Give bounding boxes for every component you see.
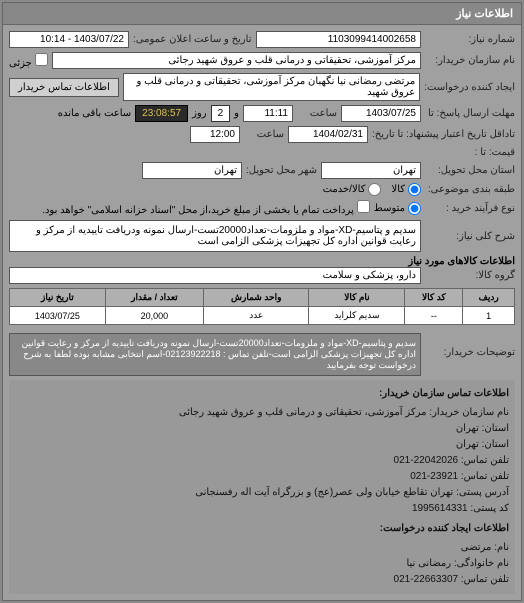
contact-province-row: استان: تهران bbox=[15, 421, 509, 437]
contact-province2-row: استان: تهران bbox=[15, 437, 509, 453]
panel-title: اطلاعات نیاز bbox=[3, 3, 521, 25]
contact-org-section: اطلاعات تماس سازمان خریدار: نام سازمان خ… bbox=[9, 380, 515, 594]
budget-radio-group: کالا کالا/خدمت bbox=[323, 183, 421, 196]
and-label: و bbox=[234, 108, 239, 119]
creator-name-row: نام: مرتضی bbox=[15, 540, 509, 556]
th-unit: واحد شمارش bbox=[204, 289, 309, 307]
row-item-desc: توضیحات خریدار: سدیم و پتاسیم-XD-مواد و … bbox=[9, 329, 515, 376]
items-label: اطلاعات کالاهای مورد نیاز bbox=[408, 256, 515, 267]
th-code: کد کالا bbox=[405, 289, 463, 307]
row-validity: تاداقل تاریخ اعتبار پیشنهاد: تا تاریخ: 1… bbox=[9, 126, 515, 143]
payment-low-label: متوسط bbox=[374, 202, 421, 215]
table-header-row: ردیف کد کالا نام کالا واحد شمارش تعداد /… bbox=[10, 289, 515, 307]
budget-label: طبقه بندی موضوعی: bbox=[425, 184, 515, 195]
general-desc-label: شرح کلی نیاز: bbox=[425, 231, 515, 242]
payment-note-checkbox[interactable] bbox=[357, 200, 370, 213]
td-unit: عدد bbox=[204, 307, 309, 325]
buyer-name-value: مرکز آموزشی، تحقیقاتی و درمانی قلب و عرو… bbox=[52, 52, 421, 69]
row-group: گروه کالا: دارو، پزشکی و سلامت bbox=[9, 267, 515, 284]
th-qty: تعداد / مقدار bbox=[105, 289, 203, 307]
remaining-label: ساعت باقی مانده bbox=[58, 108, 131, 119]
budget-mid-label: کالا/خدمت bbox=[323, 183, 382, 196]
row-general-desc: شرح کلی نیاز: سدیم و پتاسیم-XD-مواد و مل… bbox=[9, 220, 515, 252]
deadline-time: 11:11 bbox=[243, 105, 293, 122]
items-table: ردیف کد کالا نام کالا واحد شمارش تعداد /… bbox=[9, 288, 515, 325]
th-name: نام کالا bbox=[309, 289, 405, 307]
request-number-label: شماره نیاز: bbox=[425, 34, 515, 45]
row-requester: ایجاد کننده درخواست: مرتضی رمضانی نیا نگ… bbox=[9, 73, 515, 101]
requester-value: مرتضی رمضانی نیا نگهبان مرکز آموزشی، تحق… bbox=[123, 73, 420, 101]
buyer-name-label: نام سازمان خریدار: bbox=[425, 55, 515, 66]
announce-date-value: 1403/07/22 - 10:14 bbox=[9, 31, 129, 48]
main-panel: اطلاعات نیاز شماره نیاز: 110309941400265… bbox=[2, 2, 522, 601]
contact-org-title: اطلاعات تماس سازمان خریدار: bbox=[15, 386, 509, 402]
panel-body: شماره نیاز: 1103099414002658 تاریخ و ساع… bbox=[3, 25, 521, 600]
contact-phone2-row: تلفن تماس: 23921-021 bbox=[15, 469, 509, 485]
td-index: 1 bbox=[463, 307, 515, 325]
contact-phone-row: تلفن تماس: 22042026-021 bbox=[15, 453, 509, 469]
payment-note-label: پرداخت تمام یا بخشی از مبلغ خرید،از محل … bbox=[42, 200, 369, 216]
partial-checkbox[interactable] bbox=[35, 53, 48, 66]
requester-label: ایجاد کننده درخواست: bbox=[424, 82, 515, 93]
contact-info-button[interactable]: اطلاعات تماس خریدار bbox=[9, 78, 119, 97]
creator-family-row: نام خانوادگی: رمضانی نیا bbox=[15, 556, 509, 572]
deadline-time-label: ساعت bbox=[297, 108, 337, 119]
td-code: -- bbox=[405, 307, 463, 325]
contact-org-name-row: نام سازمان خریدار: مرکز آموزشی، تحقیقاتی… bbox=[15, 405, 509, 421]
time-left-value: 23:08:57 bbox=[135, 105, 188, 122]
price-label: قیمت: تا : bbox=[425, 147, 515, 158]
creator-title: اطلاعات ایجاد کننده درخواست: bbox=[15, 521, 509, 537]
row-price: قیمت: تا : bbox=[9, 147, 515, 158]
row-budget: طبقه بندی موضوعی: کالا کالا/خدمت bbox=[9, 183, 515, 196]
city2-label: شهر محل تحویل: bbox=[246, 165, 317, 176]
table-row[interactable]: 1 -- سدیم کلراید عدد 20,000 1403/07/25 bbox=[10, 307, 515, 325]
row-deadline: مهلت ارسال پاسخ: تا 1403/07/25 ساعت 11:1… bbox=[9, 105, 515, 122]
td-date: 1403/07/25 bbox=[10, 307, 106, 325]
partial-checkbox-label: جزئی bbox=[9, 53, 48, 69]
th-date: تاریخ نیاز bbox=[10, 289, 106, 307]
creator-phone-row: تلفن تماس: 22663307-021 bbox=[15, 572, 509, 588]
contact-postal-row: کد پستی: 1995614331 bbox=[15, 501, 509, 517]
payment-low-radio[interactable] bbox=[408, 202, 421, 215]
row-payment: نوع فرآیند خرید : متوسط پرداخت تمام یا ب… bbox=[9, 200, 515, 216]
contact-addr-row: آدرس پستی: تهران تقاطع خیابان ولی عصر(عج… bbox=[15, 485, 509, 501]
validity-time: 12:00 bbox=[190, 126, 240, 143]
deadline-date: 1403/07/25 bbox=[341, 105, 421, 122]
group-label: گروه کالا: bbox=[425, 270, 515, 281]
item-desc-value: سدیم و پتاسیم-XD-مواد و ملزومات-تعداد200… bbox=[9, 333, 421, 376]
city2-value: تهران bbox=[142, 162, 242, 179]
day-label: روز bbox=[192, 108, 207, 119]
announce-date-label: تاریخ و ساعت اعلان عمومی: bbox=[133, 34, 252, 45]
budget-mid-radio[interactable] bbox=[368, 183, 381, 196]
td-name: سدیم کلراید bbox=[309, 307, 405, 325]
budget-low-radio[interactable] bbox=[408, 183, 421, 196]
deadline-label: مهلت ارسال پاسخ: تا bbox=[425, 108, 515, 119]
group-value: دارو، پزشکی و سلامت bbox=[9, 267, 421, 284]
validity-time-label: ساعت bbox=[244, 129, 284, 140]
general-desc-value: سدیم و پتاسیم-XD-مواد و ملزومات-تعداد200… bbox=[9, 220, 421, 252]
row-request-number: شماره نیاز: 1103099414002658 تاریخ و ساع… bbox=[9, 31, 515, 48]
row-buyer: نام سازمان خریدار: مرکز آموزشی، تحقیقاتی… bbox=[9, 52, 515, 69]
row-city: استان محل تحویل: تهران شهر محل تحویل: ته… bbox=[9, 162, 515, 179]
item-desc-label: توضیحات خریدار: bbox=[425, 347, 515, 358]
validity-date: 1404/02/31 bbox=[288, 126, 368, 143]
payment-radio-group: متوسط bbox=[374, 202, 421, 215]
budget-low-label: کالا bbox=[391, 183, 421, 196]
td-qty: 20,000 bbox=[105, 307, 203, 325]
items-header: اطلاعات کالاهای مورد نیاز bbox=[9, 256, 515, 267]
th-index: ردیف bbox=[463, 289, 515, 307]
request-number-value: 1103099414002658 bbox=[256, 31, 422, 48]
city-label: استان محل تحویل: bbox=[425, 165, 515, 176]
city-value: تهران bbox=[321, 162, 421, 179]
validity-label: تاداقل تاریخ اعتبار پیشنهاد: تا تاریخ: bbox=[372, 129, 515, 140]
payment-label: نوع فرآیند خرید : bbox=[425, 203, 515, 214]
count-value: 2 bbox=[211, 105, 231, 122]
